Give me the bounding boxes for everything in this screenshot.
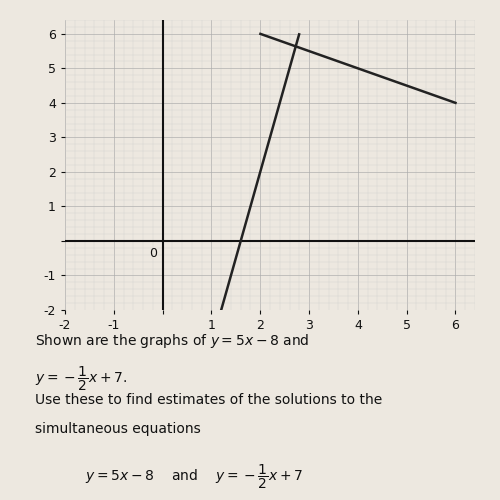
Text: $y = -\dfrac{1}{2}x + 7.$: $y = -\dfrac{1}{2}x + 7.$ xyxy=(35,365,127,394)
Text: Shown are the graphs of $y = 5x - 8$ and: Shown are the graphs of $y = 5x - 8$ and xyxy=(35,332,309,350)
Text: simultaneous equations: simultaneous equations xyxy=(35,422,201,436)
Text: Use these to find estimates of the solutions to the: Use these to find estimates of the solut… xyxy=(35,392,383,406)
Text: 0: 0 xyxy=(149,247,157,260)
Text: $y = 5x - 8 \quad$ and $\quad y = -\dfrac{1}{2}x + 7$: $y = 5x - 8 \quad$ and $\quad y = -\dfra… xyxy=(85,462,303,491)
